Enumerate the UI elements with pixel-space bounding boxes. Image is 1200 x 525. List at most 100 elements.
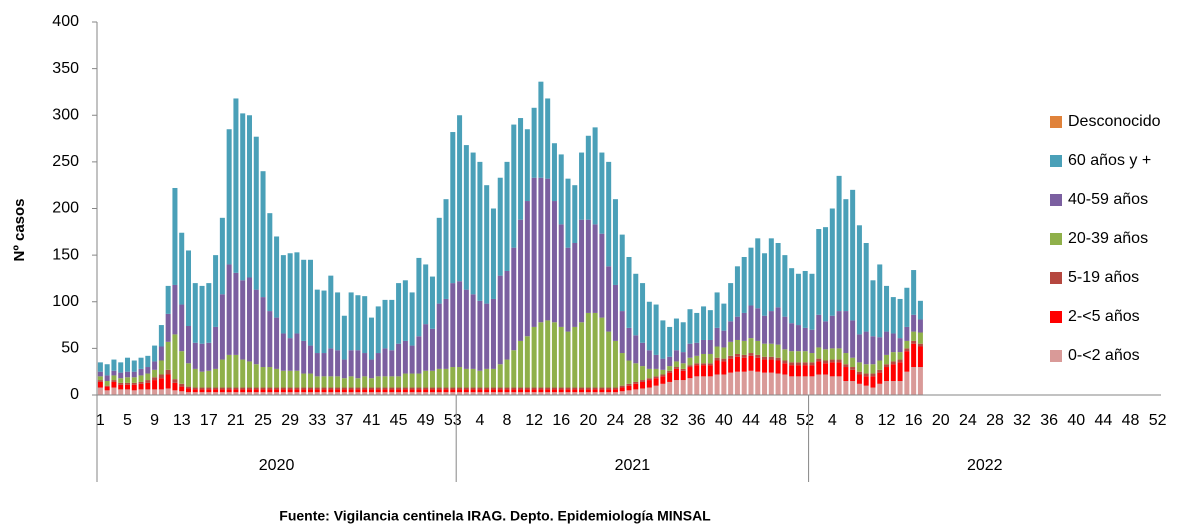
bar-segment (775, 357, 781, 361)
bar-segment (795, 362, 801, 366)
bar-segment (640, 342, 646, 367)
bar-segment (192, 392, 198, 395)
bar-segment (97, 381, 103, 388)
bar-segment (795, 351, 801, 363)
bar-segment (606, 161, 612, 267)
bar-segment (341, 389, 347, 393)
bar-segment (436, 387, 442, 390)
bar-segment (280, 370, 286, 388)
bar-segment (890, 333, 896, 353)
bar-segment (206, 387, 212, 390)
bar-segment (775, 307, 781, 345)
bar-segment (172, 382, 178, 391)
bar-segment (592, 127, 598, 225)
bar-segment (335, 389, 341, 393)
bar-segment (531, 387, 537, 390)
bar-segment (829, 376, 835, 395)
bar-segment (599, 387, 605, 390)
bar-segment (375, 306, 381, 354)
bar-segment (524, 392, 530, 395)
bar-segment (802, 362, 808, 366)
bar-segment (185, 392, 191, 395)
bar-segment (409, 292, 415, 346)
bar-segment (260, 387, 266, 390)
bar-segment (124, 357, 131, 372)
bar-segment (680, 363, 686, 369)
bar-segment (870, 376, 876, 388)
bar-segment (823, 321, 829, 350)
bar-segment (795, 365, 801, 377)
bar-segment (673, 368, 679, 381)
bar-segment (131, 371, 137, 378)
bar-segment (457, 387, 463, 390)
bar-segment (287, 389, 293, 393)
bar-segment (836, 348, 842, 360)
bar-segment (497, 177, 503, 276)
bar-segment (809, 273, 815, 330)
bar-segment (267, 213, 273, 312)
bar-segment (470, 387, 476, 390)
bar-segment (246, 387, 252, 390)
bar-segment (240, 387, 246, 390)
bar-segment (856, 383, 862, 395)
bar-segment (612, 340, 618, 388)
bar-segment (179, 386, 185, 392)
bar-segment (531, 177, 537, 327)
bar-segment (362, 387, 368, 390)
bar-segment (185, 250, 191, 326)
bar-segment (158, 389, 164, 395)
bar-segment (450, 392, 456, 395)
bar-segment (118, 384, 124, 390)
bar-segment (829, 348, 835, 360)
bar-segment (585, 135, 591, 220)
bar-segment (714, 374, 720, 395)
bar-segment (904, 371, 910, 395)
bar-segment (158, 346, 164, 361)
bar-segment (518, 340, 524, 388)
bar-segment (558, 387, 564, 390)
bar-segment (490, 208, 496, 299)
bar-segment (267, 389, 273, 393)
bar-segment (368, 392, 374, 395)
bar-segment (619, 353, 625, 386)
bar-segment (436, 303, 442, 369)
bar-segment (518, 118, 524, 220)
legend-label: 20-39 años (1068, 230, 1148, 247)
bar-segment (809, 365, 815, 377)
bar-segment (199, 392, 205, 395)
bar-segment (653, 376, 659, 379)
bar-segment (877, 372, 883, 384)
bar-segment (646, 380, 652, 388)
legend-swatch (1050, 311, 1062, 323)
bar-segment (131, 377, 137, 383)
bar-segment (619, 311, 625, 354)
bar-segment (111, 375, 117, 381)
bar-segment (226, 389, 232, 393)
bar-segment (490, 389, 496, 393)
bar-segment (301, 373, 307, 388)
y-tick-label: 200 (52, 200, 79, 217)
bar-segment (307, 389, 313, 393)
bar-segment (707, 376, 713, 395)
bar-segment (694, 365, 700, 377)
bar-segment (728, 283, 734, 322)
bar-segment (531, 392, 537, 395)
bar-segment (213, 368, 219, 388)
bar-segment (335, 350, 341, 377)
bar-segment (734, 356, 740, 372)
bar-segment (640, 283, 646, 343)
x-tick-label: 5 (123, 412, 132, 429)
bar-segment (789, 365, 795, 377)
legend-swatch (1050, 155, 1062, 167)
bar-segment (457, 115, 463, 282)
bar-segment (795, 325, 801, 352)
bar-segment (660, 369, 666, 375)
bar-segment (497, 387, 503, 390)
bar-segment (402, 340, 408, 374)
bar-segment (545, 178, 551, 321)
bar-segment (348, 387, 354, 390)
bar-segment (890, 361, 896, 365)
bar-segment (484, 185, 490, 304)
bar-segment (274, 317, 280, 369)
bar-segment (816, 314, 822, 348)
